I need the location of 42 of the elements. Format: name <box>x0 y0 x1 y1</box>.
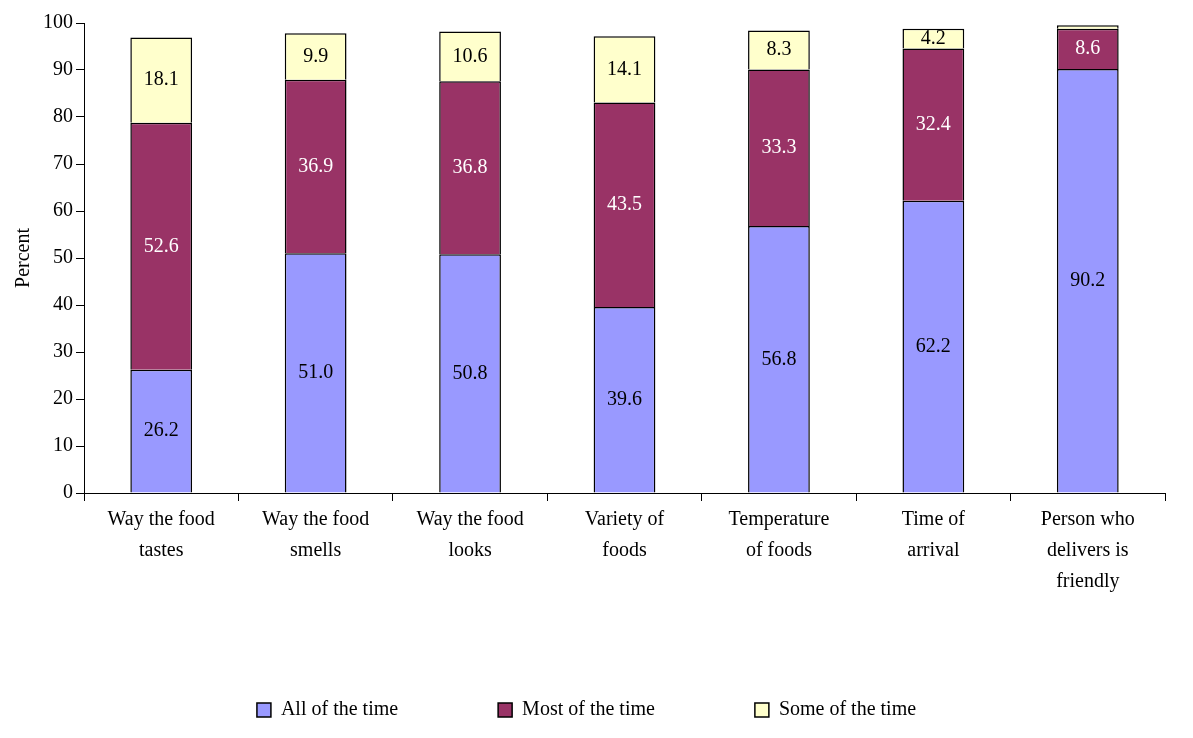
y-tick-label: 40 <box>53 292 73 315</box>
data-label: 39.6 <box>607 386 642 409</box>
x-tick-label: Way the food tastes <box>107 506 215 560</box>
data-label: 9.9 <box>303 43 329 66</box>
data-label: 56.8 <box>761 346 797 369</box>
y-tick-label: 70 <box>53 151 73 174</box>
x-tick-label: Variety of foods <box>584 506 665 560</box>
data-label: 10.6 <box>452 43 488 66</box>
data-label: 8.3 <box>766 37 792 60</box>
y-tick-label: 90 <box>53 57 73 80</box>
legend-label: All of the time <box>280 697 399 720</box>
y-tick-label: 100 <box>43 10 73 33</box>
data-label: 36.8 <box>452 155 488 178</box>
y-tick-label: 30 <box>53 339 73 362</box>
data-label: 33.3 <box>761 135 797 158</box>
data-label: 43.5 <box>607 191 642 214</box>
y-axis-title: Percent <box>11 227 34 288</box>
y-tick-label: 60 <box>53 198 73 221</box>
x-tick-label: Temperature of foods <box>728 506 830 560</box>
data-label: 4.2 <box>920 25 946 48</box>
data-label: 36.9 <box>298 153 334 176</box>
x-tick-label: Person who delivers is friendly <box>1040 506 1135 592</box>
y-tick-label: 50 <box>53 245 73 268</box>
data-label: 52.6 <box>143 233 179 256</box>
data-label: 14.1 <box>607 56 642 79</box>
y-tick-label: 80 <box>53 104 73 127</box>
data-label: 32.4 <box>915 111 951 134</box>
data-label: 18.1 <box>143 67 179 90</box>
x-tick-label: Way the food looks <box>416 506 524 560</box>
legend-label: Most of the time <box>522 697 655 720</box>
data-label: 62.2 <box>915 333 951 356</box>
data-label: 90.2 <box>1070 268 1106 291</box>
data-label: 8.6 <box>1075 36 1101 59</box>
y-tick-label: 20 <box>53 386 73 409</box>
y-tick-label: 10 <box>53 433 73 456</box>
data-label: 51.0 <box>298 360 334 383</box>
legend-label: Some of the time <box>778 697 917 720</box>
data-label: 50.8 <box>452 360 488 383</box>
x-tick-label: Way the food smells <box>262 506 370 560</box>
data-label: 26.2 <box>143 418 179 441</box>
x-tick-label: Time of arrival <box>901 506 966 560</box>
y-tick-label: 0 <box>63 480 73 503</box>
